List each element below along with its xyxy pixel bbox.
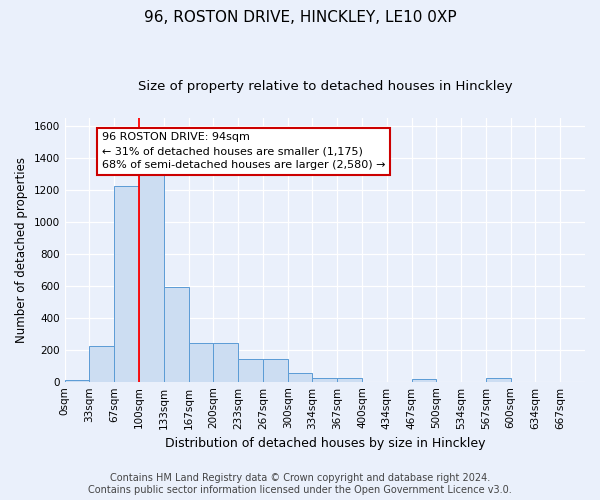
Text: 96, ROSTON DRIVE, HINCKLEY, LE10 0XP: 96, ROSTON DRIVE, HINCKLEY, LE10 0XP — [143, 10, 457, 25]
Bar — [313, 378, 337, 382]
Bar — [412, 380, 436, 382]
Bar — [337, 378, 362, 382]
Bar — [114, 186, 139, 382]
Bar — [139, 174, 164, 382]
Bar — [263, 360, 287, 382]
Bar — [238, 360, 263, 382]
Text: Contains HM Land Registry data © Crown copyright and database right 2024.
Contai: Contains HM Land Registry data © Crown c… — [88, 474, 512, 495]
Bar — [188, 344, 214, 382]
Bar — [65, 380, 89, 382]
Y-axis label: Number of detached properties: Number of detached properties — [15, 156, 28, 342]
Text: 96 ROSTON DRIVE: 94sqm
← 31% of detached houses are smaller (1,175)
68% of semi-: 96 ROSTON DRIVE: 94sqm ← 31% of detached… — [102, 132, 385, 170]
Bar — [164, 288, 188, 382]
Bar — [89, 346, 114, 382]
Bar — [214, 344, 238, 382]
Bar — [486, 378, 511, 382]
Bar — [287, 373, 313, 382]
Title: Size of property relative to detached houses in Hinckley: Size of property relative to detached ho… — [137, 80, 512, 93]
X-axis label: Distribution of detached houses by size in Hinckley: Distribution of detached houses by size … — [164, 437, 485, 450]
